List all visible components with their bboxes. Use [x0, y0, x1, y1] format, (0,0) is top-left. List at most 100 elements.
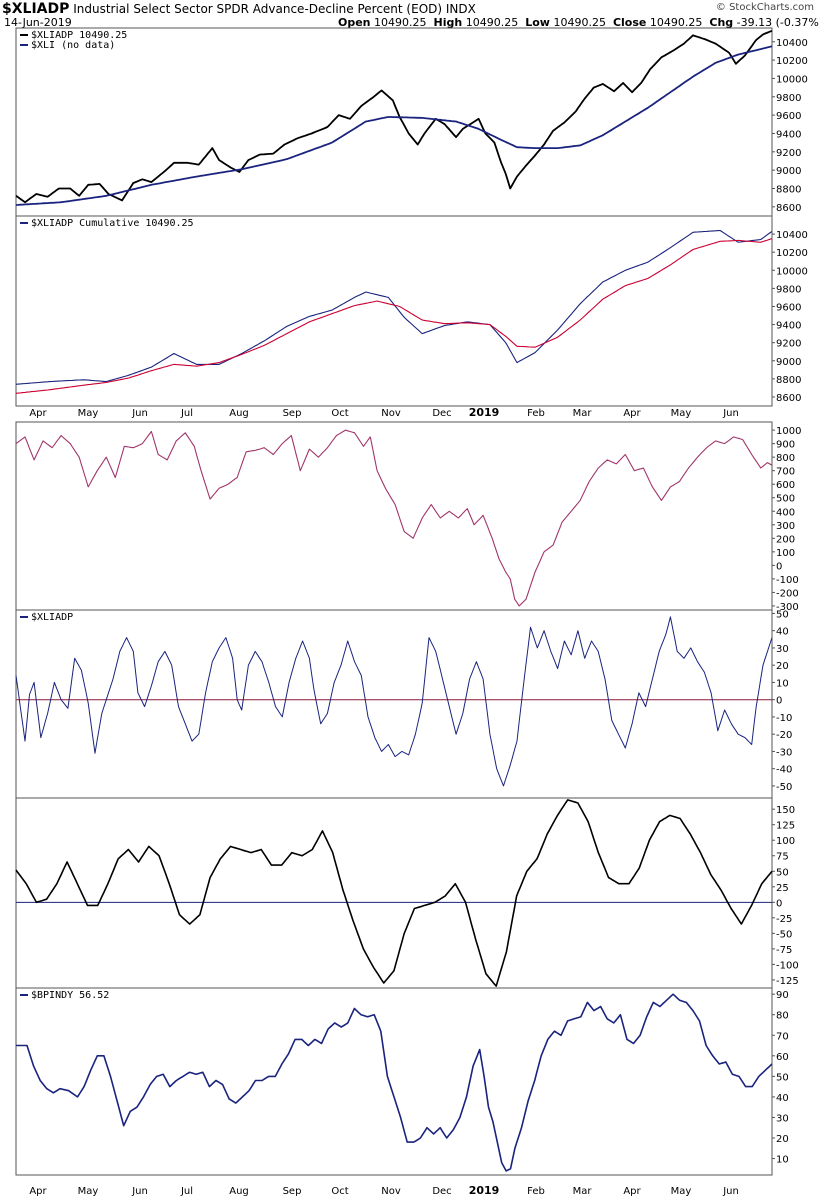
- low-value: 10490.25: [553, 16, 606, 29]
- y-tick-label: 10400: [776, 38, 808, 49]
- y-tick-label: 9800: [776, 284, 801, 295]
- y-tick-label: 25: [776, 883, 789, 894]
- x-tick-label: Nov: [381, 408, 401, 419]
- high-value: 10490.25: [465, 16, 519, 29]
- y-tick-label: -125: [776, 976, 799, 987]
- y-tick-label: 150: [776, 805, 795, 816]
- x-tick-label: 2019: [469, 406, 500, 419]
- series-line-oscillator2: [15, 799, 773, 987]
- legend-label: $BPINDY 56.52: [31, 990, 109, 1001]
- y-tick-label: 9400: [776, 129, 801, 140]
- exchange-label: INDX: [445, 2, 476, 16]
- x-tick-label: Jul: [180, 1186, 193, 1197]
- y-tick-label: 10400: [776, 230, 808, 241]
- series-line-xliadp: [15, 29, 773, 204]
- y-tick-label: 800: [776, 453, 795, 464]
- watermark: © StockCharts.com: [715, 2, 814, 13]
- y-tick-label: 9000: [776, 357, 801, 368]
- y-tick-label: -50: [776, 782, 792, 793]
- y-tick-label: 9000: [776, 166, 801, 177]
- series-line-cumulative: [15, 229, 773, 385]
- y-tick-label: 9200: [776, 339, 801, 350]
- x-axis-lower: Apr May Jun Jul Aug Sep Oct Nov Dec 2019 Feb Mar Apr…: [29, 1184, 738, 1197]
- x-tick-label: Mar: [573, 408, 593, 419]
- panel-oscillator2: -125 -100 -75 -50 -25 0 25 50 75 100 125 150: [15, 797, 799, 989]
- symbol-title: $XLIADP: [2, 1, 70, 17]
- series-line-bpindy: [16, 993, 773, 1172]
- y-tick-label: -10: [776, 713, 792, 724]
- panel-frame: [15, 421, 773, 611]
- x-axis-upper: Apr May Jun Jul Aug Sep Oct Nov Dec 2019 Feb Mar Apr…: [29, 406, 738, 419]
- panel-adp: -50 -40 -30 -20 -10 0 10 20 30 40 50 $XLIADP: [15, 609, 792, 799]
- y-tick-label: 9200: [776, 148, 801, 159]
- x-tick-label: Apr: [29, 1186, 47, 1197]
- y-tick-label: 200: [776, 534, 795, 545]
- y-tick-label: 100: [776, 836, 795, 847]
- x-tick-label: Aug: [229, 1186, 249, 1197]
- y-tick-label: 40: [776, 1093, 789, 1104]
- y-tick-label: -25: [776, 914, 792, 925]
- legend-label: $XLI (no data): [31, 40, 115, 51]
- x-tick-label: Dec: [432, 408, 451, 419]
- x-tick-label: 2019: [469, 1184, 500, 1197]
- y-tick-label: 40: [776, 627, 789, 638]
- x-tick-label: Jun: [722, 408, 739, 419]
- y-tick-label: 8800: [776, 375, 801, 386]
- x-tick-label: Oct: [331, 408, 348, 419]
- y-tick-label: 9400: [776, 321, 801, 332]
- y-tick-label: 0: [776, 898, 782, 909]
- x-tick-label: Jun: [131, 408, 148, 419]
- y-tick-label: 9800: [776, 93, 801, 104]
- y-tick-label: -30: [776, 747, 792, 758]
- y-tick-label: -50: [776, 929, 792, 940]
- x-tick-label: Dec: [432, 1186, 451, 1197]
- y-tick-label: 500: [776, 494, 795, 505]
- y-tick-label: 125: [776, 821, 795, 832]
- panel-frame: [15, 609, 773, 799]
- panel-frame: [15, 215, 773, 407]
- y-tick-label: 400: [776, 507, 795, 518]
- y-tick-label: 20: [776, 1134, 789, 1145]
- panel-price: 8600 8800 9000 9200 9400 9600 9800 10000 10200 10…: [15, 27, 808, 217]
- y-tick-label: 0: [776, 696, 782, 707]
- x-tick-label: Jun: [131, 1186, 148, 1197]
- open-value: 10490.25: [374, 16, 427, 29]
- y-tick-label: 900: [776, 440, 795, 451]
- x-tick-label: May: [671, 1186, 692, 1197]
- x-tick-label: Sep: [283, 1186, 302, 1197]
- series-line-xliadp: [15, 616, 773, 787]
- x-tick-label: Apr: [623, 1186, 641, 1197]
- y-tick-label: 20: [776, 661, 789, 672]
- y-tick-label: 30: [776, 1113, 789, 1124]
- y-tick-label: 0: [776, 561, 782, 572]
- ohlc-readout: Open 10490.25 High 10490.25 Low 10490.25…: [338, 16, 820, 29]
- y-tick-label: 90: [776, 990, 789, 1001]
- y-tick-label: 70: [776, 1031, 789, 1042]
- panel-frame: [15, 797, 773, 989]
- x-tick-label: Apr: [29, 408, 47, 419]
- x-tick-label: Apr: [623, 408, 641, 419]
- x-tick-label: May: [78, 408, 99, 419]
- x-tick-label: Feb: [527, 408, 545, 419]
- x-tick-label: Feb: [527, 1186, 545, 1197]
- y-tick-label: -100: [776, 575, 799, 586]
- y-tick-label: -300: [776, 602, 799, 613]
- panel-cumulative: 8600 8800 9000 9200 9400 9600 9800 10000 10200 10…: [15, 215, 808, 407]
- y-tick-label: 10: [776, 1155, 789, 1166]
- y-tick-label: 600: [776, 480, 795, 491]
- y-tick-label: 80: [776, 1011, 789, 1022]
- x-tick-label: May: [671, 408, 692, 419]
- y-tick-label: 10200: [776, 248, 808, 259]
- y-tick-label: -75: [776, 945, 792, 956]
- x-tick-label: Sep: [283, 408, 302, 419]
- y-tick-label: -40: [776, 765, 792, 776]
- y-tick-label: 50: [776, 609, 789, 620]
- y-tick-label: 50: [776, 1072, 789, 1083]
- y-tick-label: 60: [776, 1052, 789, 1063]
- x-tick-label: Mar: [573, 1186, 593, 1197]
- y-tick-label: 100: [776, 548, 795, 559]
- y-tick-label: 9600: [776, 302, 801, 313]
- y-tick-label: 8600: [776, 393, 801, 404]
- y-tick-label: 75: [776, 852, 789, 863]
